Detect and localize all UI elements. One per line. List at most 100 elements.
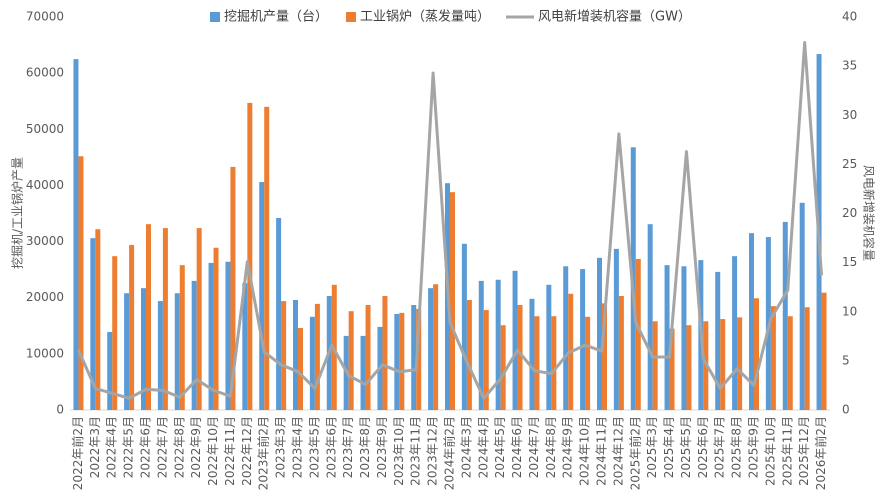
x-tick-label: 2024年8月 (544, 416, 558, 478)
bar (782, 221, 788, 410)
y-tick-label: 60000 (26, 66, 64, 80)
bar (720, 319, 726, 410)
bar (433, 284, 439, 410)
bar (314, 303, 320, 410)
bar (517, 305, 523, 410)
bar (563, 266, 569, 410)
bar (141, 288, 146, 410)
bar (112, 256, 118, 410)
x-tick-label: 2025年11月 (780, 416, 794, 486)
x-tick-label: 2025年10月 (763, 416, 777, 486)
x-tick-label: 2022年11月 (223, 416, 237, 486)
x-tick-label: 2024年5月 (493, 416, 507, 478)
bar (635, 258, 641, 410)
bar (399, 312, 405, 410)
y2-tick-label: 5 (842, 353, 850, 367)
bar (613, 248, 619, 410)
bar (585, 316, 591, 410)
bar (618, 296, 624, 410)
x-tick-label: 2025年3月 (645, 416, 659, 478)
bar (129, 244, 135, 410)
x-tick-label: 2025年前2月 (627, 416, 642, 490)
bar (242, 283, 248, 410)
bar (461, 243, 467, 410)
bar (196, 228, 202, 410)
bar (276, 217, 282, 410)
x-tick-label: 2024年11月 (595, 416, 609, 486)
y2-tick-label: 15 (842, 255, 857, 269)
bar (551, 316, 557, 410)
bar (466, 299, 472, 410)
x-tick-label: 2024年10月 (578, 416, 592, 486)
x-tick-label: 2025年4月 (662, 416, 676, 478)
x-tick-label: 2025年6月 (696, 416, 710, 478)
bar (804, 307, 810, 410)
y-tick-label: 10000 (26, 346, 64, 360)
x-tick-label: 2022年10月 (206, 416, 220, 486)
x-tick-label: 2024年12月 (611, 416, 625, 486)
bar (512, 270, 518, 410)
bar (669, 328, 675, 410)
y-axis-title: 挖掘机/工业锅炉产量 (10, 157, 25, 269)
x-tick-label: 2022年3月 (88, 416, 102, 478)
y2-axis-title: 风电新增装机容量 (862, 165, 877, 261)
x-tick-label: 2022年前2月 (70, 416, 85, 490)
x-tick-label: 2025年8月 (730, 416, 744, 478)
x-tick-label: 2024年前2月 (442, 416, 457, 490)
x-tick-label: 2023年12月 (426, 416, 440, 486)
x-tick-label: 2025年9月 (747, 416, 761, 478)
bar (664, 265, 670, 410)
bar (411, 305, 417, 410)
y2-tick-label: 35 (842, 59, 857, 73)
x-tick-label: 2026年前2月 (813, 416, 828, 490)
x-tick-label: 2023年前2月 (256, 416, 271, 490)
y2-tick-label: 20 (842, 206, 857, 220)
x-tick-label: 2024年4月 (476, 416, 490, 478)
line (77, 41, 824, 400)
bar (737, 317, 743, 410)
x-tick-label: 2022年4月 (105, 416, 119, 478)
x-tick-label: 2025年5月 (679, 416, 693, 478)
bar (546, 284, 552, 410)
x-tick-label: 2023年5月 (307, 416, 321, 478)
bar (213, 247, 219, 410)
bar (225, 261, 231, 410)
x-tick-label: 2023年10月 (392, 416, 406, 486)
bar (365, 305, 371, 410)
legend-label: 挖掘机产量（台） (224, 10, 328, 25)
bar (281, 301, 287, 410)
bar (770, 306, 776, 410)
y-tick-label: 30000 (26, 234, 64, 248)
bar (754, 298, 759, 410)
y-tick-label: 0 (56, 403, 64, 417)
bar (483, 310, 489, 410)
bar (580, 269, 586, 410)
bar (647, 224, 653, 410)
x-tick-label: 2023年6月 (324, 416, 338, 478)
bar (191, 280, 197, 410)
bar (179, 265, 185, 410)
bar (73, 59, 79, 410)
bar (416, 308, 422, 410)
bar (230, 166, 236, 410)
x-tick-label: 2023年11月 (409, 416, 423, 486)
x-tick-label: 2023年4月 (291, 416, 305, 478)
bar (495, 279, 501, 410)
bar (686, 325, 692, 410)
bar (450, 192, 455, 410)
bar (90, 238, 96, 410)
x-tick-label: 2023年8月 (358, 416, 372, 478)
y-tick-label: 70000 (26, 10, 64, 24)
bar (146, 224, 151, 410)
bar (534, 316, 540, 410)
bar (787, 316, 793, 410)
x-tick-label: 2024年7月 (527, 416, 541, 478)
y-tick-label: 50000 (26, 122, 64, 136)
x-tick-label: 2024年6月 (510, 416, 524, 478)
legend-swatch (210, 12, 220, 22)
bar (478, 280, 484, 410)
x-tick-label: 2022年6月 (139, 416, 153, 478)
y2-tick-label: 10 (842, 304, 857, 318)
x-tick-label: 2024年9月 (561, 416, 575, 478)
